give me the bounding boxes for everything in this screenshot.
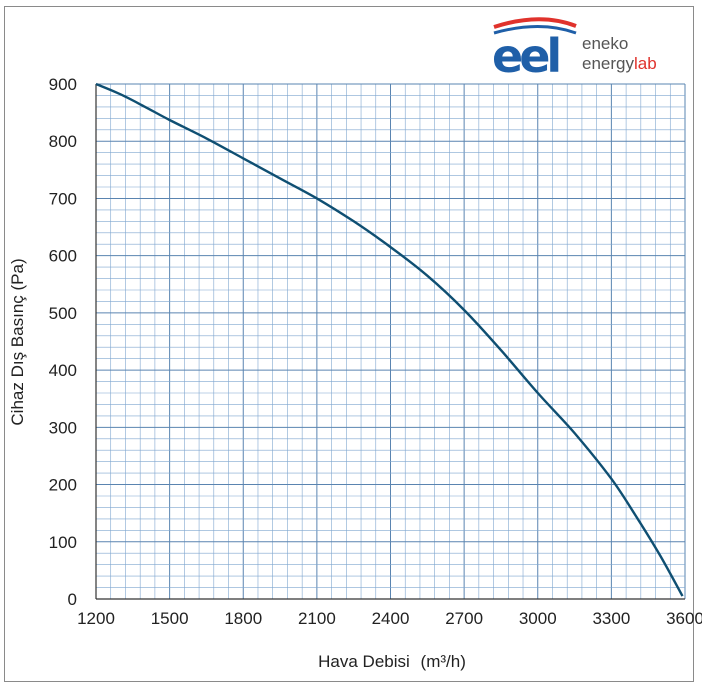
y-tick-label: 500 (49, 304, 77, 323)
y-tick-label: 100 (49, 533, 77, 552)
chart-frame (4, 6, 694, 682)
x-tick-label: 3600 (666, 609, 702, 628)
logo-swoosh-blue (493, 25, 577, 35)
x-tick-label: 1500 (151, 609, 189, 628)
y-tick-label: 400 (49, 361, 77, 380)
x-axis-title-unit: (m³/h) (421, 652, 466, 671)
y-tick-label: 200 (49, 476, 77, 495)
logo-mark: eel (492, 29, 558, 83)
x-axis-title: Hava Debisi (m³/h) (318, 652, 466, 671)
y-tick-label: 700 (49, 189, 77, 208)
logo-line2-main: energy (582, 54, 634, 73)
logo-swoosh-red (493, 17, 577, 29)
y-axis-title: Cihaz Dış Basınç (Pa) (8, 258, 27, 425)
x-tick-label: 2700 (445, 609, 483, 628)
y-tick-label: 800 (49, 132, 77, 151)
x-tick-label: 1200 (77, 609, 115, 628)
y-tick-label: 300 (49, 418, 77, 437)
logo-line1: eneko (582, 34, 628, 53)
x-tick-label: 1800 (224, 609, 262, 628)
eneko-logo: eel eneko energylab (492, 17, 657, 83)
pressure-curve (95, 82, 684, 597)
axes-layer (95, 84, 685, 600)
x-tick-label: 2400 (372, 609, 410, 628)
curve-layer (95, 82, 684, 597)
tick-layer: 1200 1500 1800 2100 2400 2700 3000 3300 3600 0 100… (49, 75, 702, 628)
x-tick-label: 2100 (298, 609, 336, 628)
y-tick-label: 0 (68, 590, 77, 609)
y-tick-label: 600 (49, 247, 77, 266)
logo-line2-accent: lab (634, 54, 657, 73)
grid-layer (95, 83, 686, 600)
x-tick-label: 3300 (592, 609, 630, 628)
x-tick-label: 3000 (519, 609, 557, 628)
logo-line2: energylab (582, 54, 657, 73)
x-axis-title-main: Hava Debisi (318, 652, 410, 671)
y-tick-label: 900 (49, 75, 77, 94)
